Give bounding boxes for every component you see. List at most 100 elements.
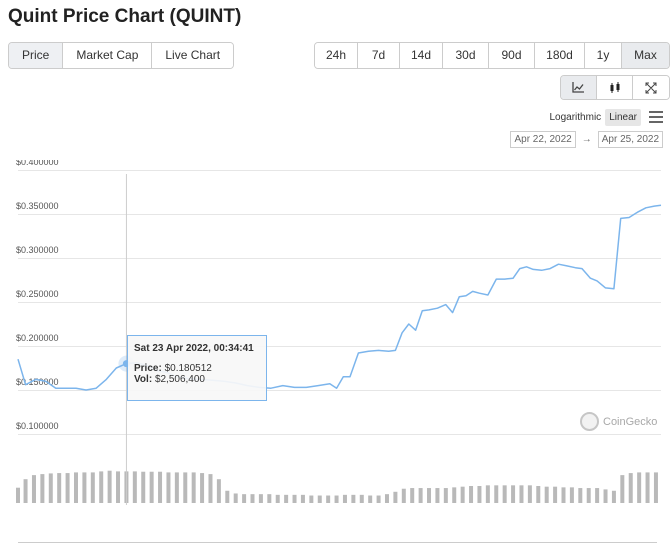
- volume-bar: [233, 493, 238, 503]
- volume-bar: [645, 472, 650, 503]
- volume-bar: [435, 488, 440, 503]
- volume-bar: [393, 491, 398, 503]
- volume-bar: [57, 473, 62, 503]
- volume-bar: [351, 494, 356, 503]
- volume-bar: [292, 494, 297, 503]
- volume-bar: [225, 490, 230, 503]
- line-chart-button[interactable]: [561, 76, 597, 99]
- volume-bar: [561, 487, 566, 503]
- fullscreen-button[interactable]: [633, 76, 669, 99]
- volume-bar: [16, 487, 20, 503]
- fullscreen-icon: [645, 82, 657, 93]
- volume-bar: [300, 494, 305, 503]
- range-max-button[interactable]: Max: [622, 43, 669, 68]
- volume-bar: [82, 472, 87, 503]
- volume-bar: [553, 486, 558, 503]
- hamburger-menu-icon[interactable]: [649, 108, 663, 126]
- volume-bar: [384, 494, 389, 503]
- range-1y-button[interactable]: 1y: [585, 43, 622, 68]
- date-range-arrow: →: [581, 134, 592, 145]
- volume-bar: [132, 471, 137, 503]
- range-90d-button[interactable]: 90d: [489, 43, 535, 68]
- y-tick-label: $0.150000: [16, 377, 59, 387]
- y-tick-label: $0.300000: [16, 245, 59, 255]
- volume-bar: [31, 475, 36, 503]
- tooltip-price-value: $0.180512: [164, 363, 212, 374]
- volume-bar: [309, 495, 314, 503]
- volume-bar: [427, 488, 432, 503]
- volume-bar: [569, 487, 574, 503]
- watermark-text: CoinGecko: [603, 415, 658, 428]
- volume-bar: [216, 479, 221, 503]
- volume-bar: [191, 472, 196, 503]
- volume-bar: [317, 495, 322, 503]
- range-14d-button[interactable]: 14d: [400, 43, 443, 68]
- volume-bar: [208, 474, 213, 503]
- volume-bar: [544, 486, 549, 503]
- volume-bar: [65, 473, 70, 503]
- volume-bar: [452, 487, 457, 503]
- volume-bar: [603, 489, 608, 503]
- logarithmic-option[interactable]: Logarithmic: [549, 111, 602, 123]
- range-30d-button[interactable]: 30d: [443, 43, 489, 68]
- volume-bar: [90, 472, 95, 503]
- y-tick-label: $0.400000: [16, 160, 59, 167]
- volume-bar: [267, 494, 272, 503]
- volume-bar: [284, 494, 289, 503]
- scale-toggle: Logarithmic Linear: [545, 108, 663, 126]
- volume-bar: [653, 472, 658, 503]
- range-7d-button[interactable]: 7d: [358, 43, 400, 68]
- volume-bar: [326, 495, 331, 503]
- chart-tooltip: Sat 23 Apr 2022, 00:34:41 Price: $0.1805…: [127, 335, 267, 401]
- tab-price[interactable]: Price: [9, 43, 64, 68]
- volume-bar: [586, 488, 591, 503]
- tooltip-volume-label: Vol:: [134, 374, 153, 385]
- volume-bar: [477, 486, 482, 503]
- candlestick-icon: [610, 81, 619, 93]
- y-tick-label: $0.250000: [16, 289, 59, 299]
- volume-bar: [183, 472, 188, 503]
- candlestick-chart-button[interactable]: [597, 76, 633, 99]
- volume-bar: [334, 495, 339, 503]
- volume-bar: [116, 471, 121, 503]
- price-series-line: [17, 204, 662, 391]
- tooltip-date: Sat 23 Apr 2022, 00:34:41: [134, 343, 254, 354]
- volume-bar: [536, 486, 541, 503]
- volume-bar: [275, 494, 280, 503]
- tooltip-price-row: Price: $0.180512: [134, 363, 260, 374]
- linear-option[interactable]: Linear: [605, 108, 641, 126]
- tab-market-cap[interactable]: Market Cap: [63, 43, 153, 68]
- y-tick-label: $0.350000: [16, 201, 59, 211]
- page-title: Quint Price Chart (QUINT): [8, 6, 242, 27]
- metric-tabs: Price Market Cap Live Chart: [8, 42, 235, 69]
- volume-bar: [628, 473, 633, 503]
- volume-bar: [23, 479, 28, 503]
- volume-bar: [485, 485, 490, 503]
- coingecko-watermark: CoinGecko: [580, 412, 657, 431]
- volume-bar: [242, 494, 247, 503]
- date-to-input[interactable]: Apr 25, 2022: [597, 131, 663, 148]
- volume-bar: [73, 472, 78, 503]
- date-from-input[interactable]: Apr 22, 2022: [510, 131, 576, 148]
- tab-live-chart[interactable]: Live Chart: [152, 43, 234, 68]
- volume-bar: [174, 472, 179, 503]
- volume-bar: [620, 475, 625, 503]
- volume-bar: [519, 485, 524, 503]
- y-tick-label: $0.200000: [16, 333, 59, 343]
- volume-bar: [527, 485, 532, 503]
- volume-bar: [200, 473, 205, 503]
- tooltip-volume-value: $2,506,400: [154, 374, 205, 385]
- price-chart[interactable]: $0.400000 $0.350000 $0.300000 $0.250000 $0.2…: [0, 160, 671, 505]
- volume-bar: [494, 485, 499, 503]
- range-180d-button[interactable]: 180d: [535, 43, 585, 68]
- volume-bar: [149, 471, 154, 503]
- volume-bar: [611, 490, 616, 503]
- range-selector: 24h 7d 14d 30d 90d 180d 1y Max: [314, 42, 670, 69]
- volume-bar: [469, 486, 474, 503]
- y-tick-label: $0.100000: [16, 421, 59, 431]
- volume-bar: [502, 485, 507, 503]
- chart-type-toolbar: [560, 75, 670, 100]
- coingecko-logo-icon: [580, 412, 599, 431]
- chart-bottom-divider: [18, 542, 657, 543]
- range-24h-button[interactable]: 24h: [315, 43, 358, 68]
